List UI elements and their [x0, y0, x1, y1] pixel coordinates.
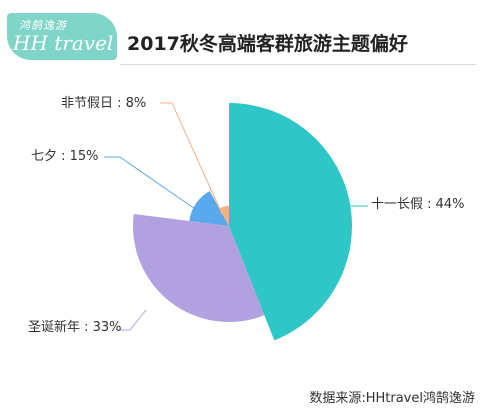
title-divider	[120, 64, 476, 65]
pie-slice-4	[219, 206, 229, 226]
brand-logo: 鸿鹄逸游 HH travel	[7, 13, 117, 60]
header: 鸿鹄逸游 HH travel 2017秋冬高端客群旅游主题偏好	[0, 0, 486, 68]
logo-chinese-text: 鸿鹄逸游	[19, 19, 67, 32]
slice-label-2: 圣诞新年 : 33%	[28, 319, 122, 335]
leader-line-4	[160, 102, 223, 215]
pie-slice-3	[189, 190, 229, 226]
slice-label-3: 七夕 : 15%	[31, 149, 99, 164]
leader-line-3	[104, 156, 196, 210]
pie-slice-2	[133, 213, 265, 323]
slice-label-4: 非节假日 : 8%	[61, 96, 146, 111]
leader-line-2	[118, 309, 147, 331]
slice-label-1: 十一长假 : 44%	[371, 197, 465, 212]
pie-slice-1	[229, 103, 352, 341]
logo-english-text: HH travel	[13, 31, 114, 55]
data-source-note: 数据来源:HHtravel鸿鹄逸游	[309, 391, 475, 406]
chart-title: 2017秋冬高端客群旅游主题偏好	[127, 33, 408, 55]
